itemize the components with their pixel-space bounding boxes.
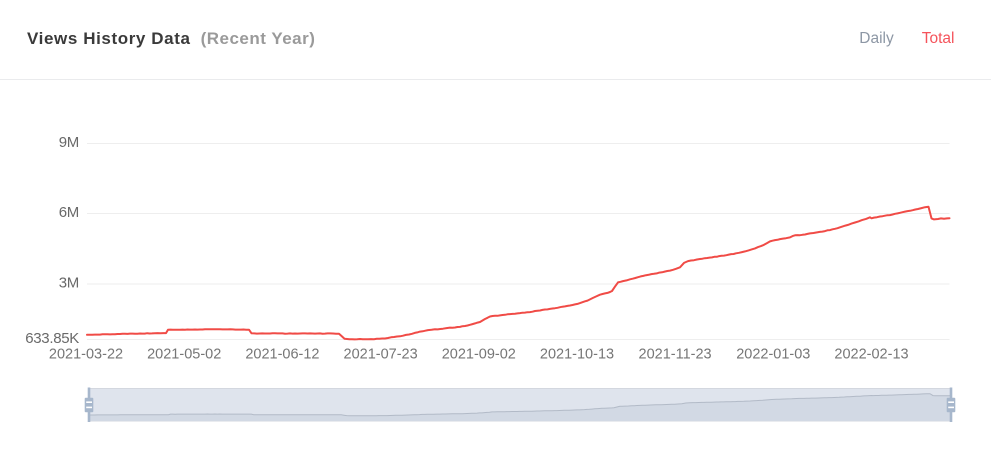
svg-text:2021-11-23: 2021-11-23: [639, 347, 712, 363]
svg-text:2022-01-03: 2022-01-03: [736, 347, 810, 363]
svg-text:3M: 3M: [59, 275, 79, 292]
svg-text:2021-10-13: 2021-10-13: [540, 347, 614, 363]
svg-text:2021-06-12: 2021-06-12: [245, 347, 319, 363]
svg-text:2021-05-02: 2021-05-02: [147, 347, 221, 363]
svg-text:2021-09-02: 2021-09-02: [442, 347, 516, 363]
svg-text:2021-07-23: 2021-07-23: [344, 347, 418, 363]
svg-text:633.85K: 633.85K: [25, 330, 79, 347]
svg-text:2021-03-22: 2021-03-22: [49, 347, 123, 363]
svg-text:9M: 9M: [59, 134, 79, 151]
svg-text:2022-02-13: 2022-02-13: [834, 347, 908, 363]
svg-text:6M: 6M: [59, 204, 79, 221]
